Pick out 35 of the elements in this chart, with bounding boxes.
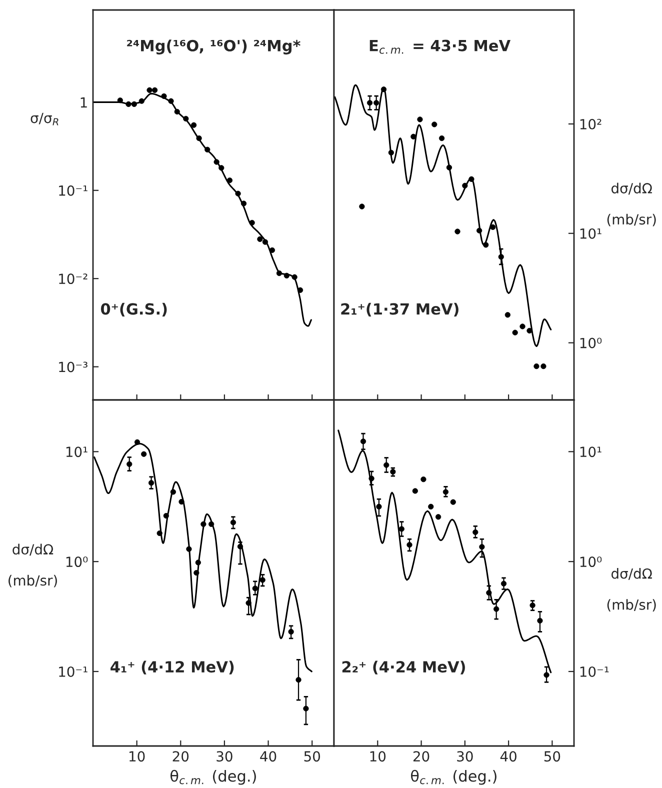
y-axis-title: σ/σ$_{R}$ [30, 112, 58, 126]
annotation: E$_{c.m.}$ = 43·5 MeV [370, 40, 511, 54]
x-tick-label: 30 [216, 751, 232, 762]
y-tick-label: 1 [80, 97, 87, 108]
y-tick-label: 10⁰ [66, 556, 88, 568]
annotation: ²⁴Mg(¹⁶O, ¹⁶O') ²⁴Mg* [127, 40, 300, 54]
x-axis-title: θ$_{c.m.}$ (deg.) [410, 770, 496, 785]
y-tick-label: 10⁻² [59, 274, 88, 284]
x-axis-title: θ$_{c.m.}$ (deg.) [170, 770, 256, 785]
annotation: 4₁⁺ (4·12 MeV) [110, 660, 234, 674]
annotation: 0⁺(G.S.) [100, 302, 167, 317]
x-tick-label: 40 [260, 751, 276, 762]
x-tick-label: 30 [457, 751, 473, 762]
text: dσ/dΩ (mb/sr) [607, 568, 656, 612]
x-tick-label: 10 [130, 751, 145, 762]
y-tick-label: 10⁰ [580, 556, 602, 568]
annotation: 2₂⁺ (4·24 MeV) [342, 660, 465, 674]
y-tick-label: 10⁻¹ [59, 666, 88, 677]
y-tick-label: 10⁻³ [59, 362, 88, 372]
x-tick-label: 20 [413, 751, 430, 762]
x-tick-label: 50 [544, 751, 560, 762]
text: dσ/dΩ (mb/sr) [607, 182, 656, 226]
x-tick-label: 40 [500, 751, 516, 762]
annotation: 2₁⁺(1·37 MeV) [341, 302, 458, 317]
y-tick-label: 10¹ [580, 446, 602, 458]
text: dσ/dΩ (mb/sr) [8, 544, 57, 588]
y-tick-label: 10⁰ [580, 338, 602, 348]
y-tick-label: 10⁻¹ [59, 185, 88, 196]
x-tick-label: 50 [304, 751, 320, 762]
y-tick-label: 10¹ [580, 228, 602, 239]
y-tick-label: 10⁻¹ [580, 666, 609, 677]
y-tick-label: 10¹ [66, 446, 88, 458]
x-tick-label: 10 [370, 751, 386, 762]
x-tick-label: 20 [172, 751, 189, 762]
y-tick-label: 10² [580, 118, 602, 130]
